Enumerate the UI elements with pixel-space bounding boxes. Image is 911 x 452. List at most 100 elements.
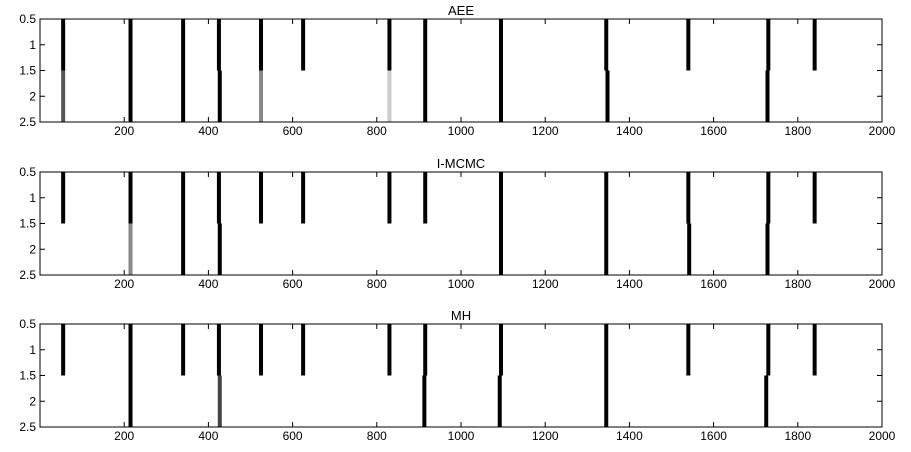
event-bar-row2-2 [217, 223, 222, 275]
x-tick-label: 400 [198, 277, 218, 291]
event-bar-row1-0 [61, 172, 66, 224]
event-bar-row1-5 [301, 172, 306, 224]
event-bar-row1-9 [604, 19, 609, 71]
x-tick-label: 1600 [700, 277, 727, 291]
x-tick-label: 600 [283, 429, 303, 443]
event-bar-row2-5 [387, 70, 392, 122]
event-bar-row1-7 [423, 172, 428, 224]
event-bar-row1-7 [423, 19, 428, 71]
event-bar-row1-6 [387, 19, 392, 71]
event-bar-row1-12 [812, 19, 817, 71]
event-bar-row2-0 [61, 70, 66, 122]
event-bar-row2-3 [497, 375, 502, 427]
y-tick-label: 1.5 [19, 217, 36, 231]
x-tick-label: 400 [198, 429, 218, 443]
event-bar-row1-10 [686, 324, 691, 376]
y-tick-label: 0.5 [19, 317, 36, 331]
subplot-mh: MH 200 400 600 800 1000 1200 1400 1600 1800 2000 0.… [19, 308, 895, 443]
y-tick-label: 0.5 [19, 165, 36, 179]
x-tick-label: 1400 [616, 429, 643, 443]
event-bar-row2-1 [181, 223, 186, 275]
event-bar-row1-11 [766, 172, 771, 224]
x-tick-label: 1800 [784, 124, 811, 138]
x-tick-label: 1000 [448, 277, 475, 291]
event-bar-row1-3 [216, 324, 221, 376]
x-tick-label: 1800 [784, 429, 811, 443]
event-bar-row2-2 [181, 70, 186, 122]
x-tick-label: 1200 [532, 429, 559, 443]
subplot-title: MH [451, 308, 471, 323]
x-tick-label: 2000 [869, 277, 896, 291]
event-bar-row2-4 [259, 70, 264, 122]
event-bar-row1-3 [216, 19, 221, 71]
event-bar-row1-1 [128, 324, 133, 376]
x-tick-label: 1200 [532, 277, 559, 291]
event-bar-row1-2 [181, 324, 186, 376]
axes-frame [39, 323, 883, 428]
y-tick-label: 1 [29, 38, 36, 52]
event-bar-row1-10 [686, 172, 691, 224]
x-tick-label: 1400 [616, 124, 643, 138]
x-tick-label: 600 [283, 277, 303, 291]
y-tick-label: 2 [29, 89, 36, 103]
x-tick-label: 2000 [869, 429, 896, 443]
event-bar-row1-12 [812, 324, 817, 376]
event-bar-row2-1 [128, 70, 133, 122]
event-bar-row2-8 [605, 70, 610, 122]
x-tick-label: 400 [198, 124, 218, 138]
event-bar-row1-5 [301, 19, 306, 71]
event-bar-row1-6 [387, 172, 392, 224]
event-bar-row1-0 [61, 19, 66, 71]
event-bar-row2-3 [499, 223, 503, 275]
y-tick-label: 2 [29, 394, 36, 408]
x-tick-label: 200 [114, 124, 134, 138]
event-bar-row1-1 [128, 19, 133, 71]
x-tick-label: 600 [283, 124, 303, 138]
event-bar-row1-8 [499, 172, 503, 224]
event-bar-row2-2 [422, 375, 427, 427]
event-bar-row1-9 [604, 172, 609, 224]
x-tick-label: 1400 [616, 277, 643, 291]
event-bar-row2-0 [128, 375, 133, 427]
y-tick-label: 2.5 [19, 115, 36, 129]
event-bar-row2-0 [128, 223, 133, 275]
event-bar-row1-8 [499, 324, 503, 376]
axes-frame [39, 171, 883, 276]
x-tick-label: 2000 [869, 124, 896, 138]
subplot-title: AEE [448, 3, 474, 18]
event-bar-row2-7 [499, 70, 503, 122]
x-tick-label: 1000 [448, 124, 475, 138]
x-tick-label: 800 [367, 429, 387, 443]
event-bar-row2-4 [604, 223, 609, 275]
event-bar-row2-3 [217, 70, 222, 122]
event-bar-row2-9 [765, 70, 770, 122]
y-tick-label: 1.5 [19, 369, 36, 383]
event-bar-row1-7 [423, 324, 428, 376]
event-bar-row1-4 [259, 19, 264, 71]
x-tick-label: 1600 [700, 429, 727, 443]
y-tick-label: 2.5 [19, 420, 36, 434]
event-bar-row1-2 [181, 172, 186, 224]
x-tick-label: 1800 [784, 277, 811, 291]
x-tick-label: 200 [114, 429, 134, 443]
event-bar-row1-3 [216, 172, 221, 224]
event-bar-row2-1 [217, 375, 222, 427]
event-bar-row1-6 [387, 324, 392, 376]
y-tick-label: 1 [29, 191, 36, 205]
x-tick-label: 800 [367, 277, 387, 291]
y-tick-label: 1.5 [19, 64, 36, 78]
event-bar-row1-4 [259, 324, 264, 376]
event-bar-row1-0 [61, 324, 66, 376]
event-bar-row2-6 [765, 223, 770, 275]
event-bar-row1-5 [301, 324, 306, 376]
event-bar-row2-6 [423, 70, 428, 122]
subplot-title: I-MCMC [437, 156, 485, 171]
event-bar-row1-1 [128, 172, 133, 224]
event-bar-row1-4 [259, 172, 264, 224]
event-bar-row2-5 [687, 223, 692, 275]
x-tick-label: 1200 [532, 124, 559, 138]
event-bar-row1-11 [766, 19, 771, 71]
y-tick-label: 1 [29, 343, 36, 357]
event-bar-row1-9 [604, 324, 609, 376]
